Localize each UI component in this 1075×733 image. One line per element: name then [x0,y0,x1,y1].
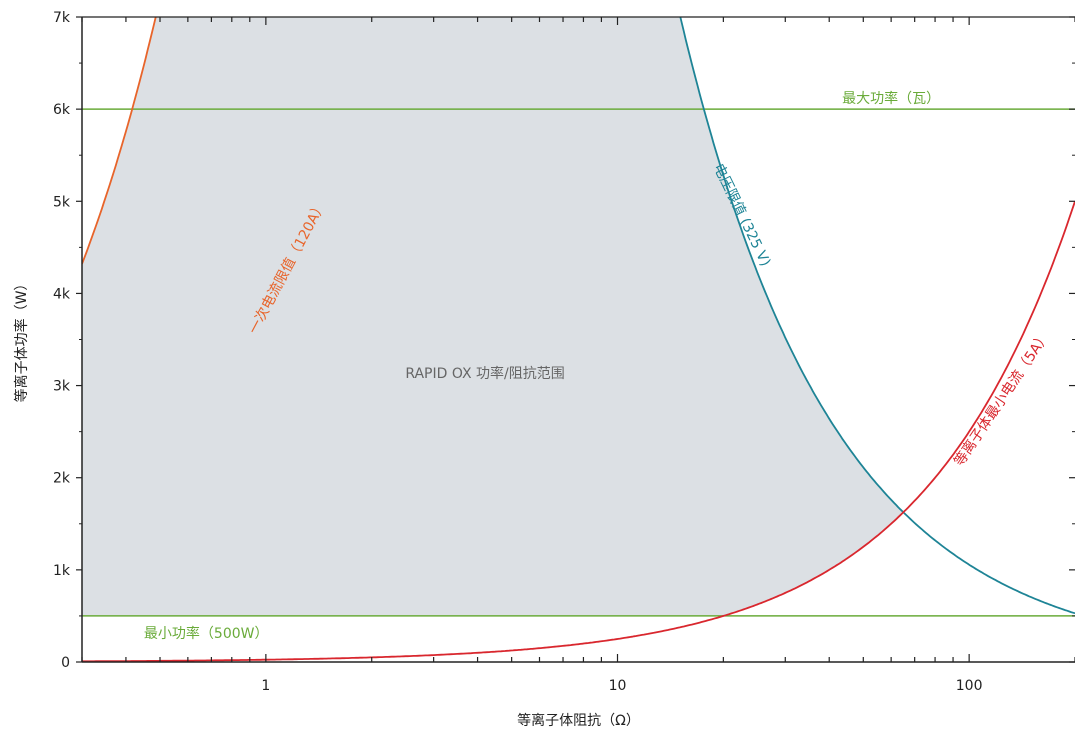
region-label: RAPID OX 功率/阻抗范围 [405,365,564,382]
y-tick-label: 7k [53,10,71,26]
min-current-curve [82,201,1075,662]
axes: 0 1k 2k 3k 4k 5k 6k 7k 1 10 100 [53,10,1075,694]
x-tick-label: 10 [609,678,627,694]
min-power-label: 最小功率（500W） [144,625,269,642]
operating-region [82,17,903,616]
min-current-label: 等离子体最小电流（5A） [951,328,1054,469]
plot-area [82,17,1075,662]
y-tick-label: 3k [53,379,71,395]
max-power-label: 最大功率（瓦） [842,90,940,107]
y-tick-label: 5k [53,194,71,210]
x-axis-title: 等离子体阻抗（Ω） [517,712,640,729]
voltage-limit-curve [679,17,1075,615]
y-tick-label: 1k [53,563,71,579]
y-tick-label: 2k [53,471,71,487]
y-tick-label: 0 [61,655,70,671]
x-tick-label: 1 [261,678,270,694]
x-tick-label: 100 [956,678,983,694]
y-axis-title: 等离子体功率（W） [13,277,30,403]
y-tick-label: 4k [53,286,71,302]
y-tick-label: 6k [53,102,71,118]
